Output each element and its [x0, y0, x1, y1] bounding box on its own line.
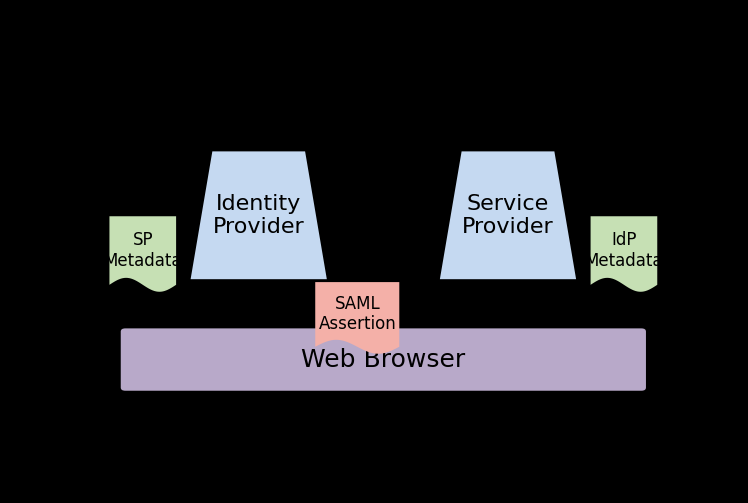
Polygon shape — [315, 282, 399, 354]
Polygon shape — [191, 151, 327, 279]
FancyBboxPatch shape — [120, 328, 646, 391]
Text: SAML
Assertion: SAML Assertion — [319, 295, 396, 333]
Text: SP
Metadata: SP Metadata — [103, 231, 182, 270]
Text: Identity
Provider: Identity Provider — [213, 194, 304, 237]
Text: IdP
Metadata: IdP Metadata — [585, 231, 663, 270]
Text: Service
Provider: Service Provider — [462, 194, 554, 237]
Polygon shape — [440, 151, 576, 279]
Polygon shape — [109, 216, 176, 292]
Polygon shape — [591, 216, 657, 292]
Text: Web Browser: Web Browser — [301, 348, 465, 372]
